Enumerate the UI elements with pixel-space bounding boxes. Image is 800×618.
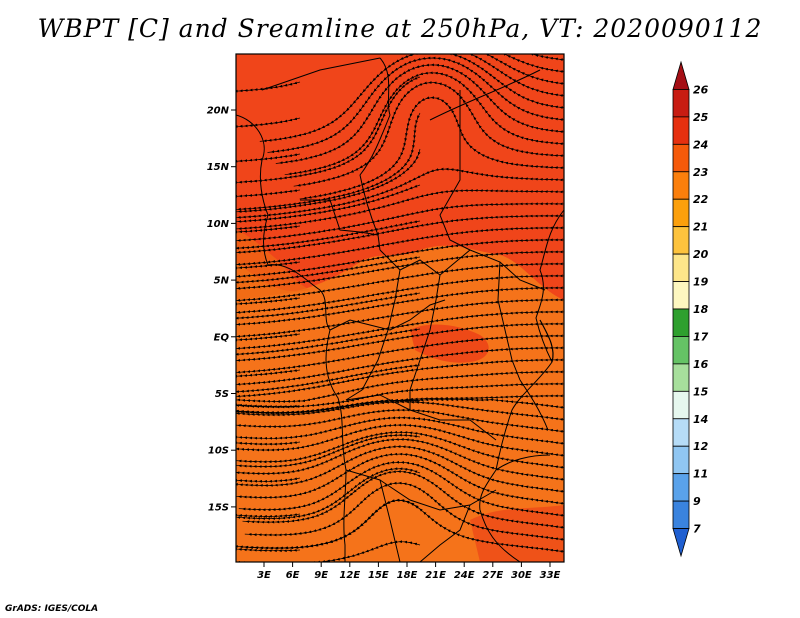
colorbar-label: 24 <box>693 138 708 151</box>
colorbar-cell <box>672 418 690 447</box>
colorbar-cell <box>672 308 690 337</box>
colorbar-label: 25 <box>693 111 709 124</box>
lon-label: 24E <box>454 570 475 581</box>
lat-label: 10N <box>207 219 230 230</box>
streamline <box>241 498 564 553</box>
lon-label: 18E <box>397 570 418 581</box>
colorbar-cell <box>672 89 690 118</box>
lon-label: 27E <box>482 570 503 581</box>
map-title: WBPT [C] and Sreamline at 250hPa, VT: 20… <box>37 14 763 43</box>
colorbar-cell <box>672 445 690 475</box>
map-area <box>236 54 564 562</box>
colorbar-cell <box>672 116 690 145</box>
lon-label: 9E <box>314 570 328 581</box>
colorbar-label: 18 <box>693 303 709 316</box>
streamlines <box>236 54 564 562</box>
streamline <box>236 153 301 163</box>
lon-label: 3E <box>257 570 271 581</box>
lat-label: 15S <box>208 502 229 513</box>
lat-label: 10S <box>208 446 229 457</box>
colorbar-label: 23 <box>693 166 709 179</box>
colorbar-cell <box>672 171 690 200</box>
latitude-axis: 20N 15N 10N 5N EQ 5S 10S 15S <box>207 106 236 513</box>
colorbar-label: 7 <box>693 523 701 536</box>
longitude-axis: 3E 6E 9E 12E 15E 18E 21E 24E 27E 30E 33E <box>257 562 561 581</box>
lat-label: 15N <box>207 162 230 173</box>
lat-label: 5S <box>215 389 229 400</box>
colorbar-label: 19 <box>693 276 709 289</box>
map-frame <box>235 53 565 563</box>
colorbar-label: 21 <box>693 221 708 234</box>
colorbar-label: 14 <box>693 413 708 426</box>
colorbar-cell <box>672 390 690 420</box>
colorbar-label: 15 <box>693 385 709 398</box>
lon-label: 33E <box>540 570 561 581</box>
lat-label: EQ <box>214 332 230 343</box>
lon-label: 21E <box>425 570 446 581</box>
lat-label: 20N <box>207 106 230 117</box>
colorbar-label: 20 <box>693 248 709 261</box>
country-borders <box>236 57 564 562</box>
colorbar-cell <box>672 473 690 502</box>
colorbar-cell <box>672 281 690 310</box>
colorbar-top-arrow <box>672 60 690 90</box>
lon-label: 12E <box>339 570 360 581</box>
colorbar-label: 11 <box>693 468 708 481</box>
colorbar-cell <box>672 336 690 365</box>
lat-label: 5N <box>214 276 230 287</box>
lon-label: 6E <box>286 570 300 581</box>
colorbar-bottom-arrow <box>672 528 690 558</box>
colorbar-cell <box>672 198 690 228</box>
colorbar-cell <box>672 500 690 529</box>
colorbar-cell <box>672 143 690 173</box>
grads-credit: GrADS: IGES/COLA <box>5 604 99 614</box>
colorbar-label: 17 <box>693 330 709 343</box>
colorbar-label: 26 <box>693 83 709 96</box>
colorbar-label: 22 <box>693 193 709 206</box>
colorbar-label: 9 <box>693 495 701 508</box>
lon-label: 15E <box>368 570 389 581</box>
colorbar-label: 16 <box>693 358 709 371</box>
colorbar: 26 25 24 23 22 21 20 19 18 17 16 15 14 12 11 9 7 <box>672 60 709 558</box>
colorbar-cell <box>672 363 690 392</box>
colorbar-cell <box>672 226 690 255</box>
colorbar-label: 12 <box>693 440 709 453</box>
colorbar-cell <box>672 253 690 282</box>
lon-label: 30E <box>511 570 532 581</box>
